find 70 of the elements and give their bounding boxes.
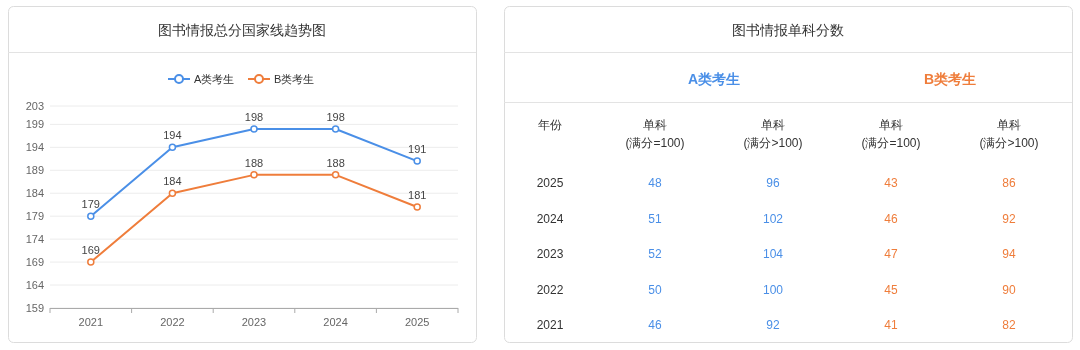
data-label: 92	[1002, 211, 1016, 226]
y-tick-label: 169	[25, 256, 44, 269]
data-label: 188	[244, 156, 264, 169]
point	[331, 125, 340, 133]
y-tick-label: 203	[25, 100, 44, 112]
data-label: 92	[766, 318, 780, 332]
point	[250, 171, 258, 179]
data-label: 46	[648, 318, 662, 332]
legend-label: B类考生	[274, 73, 315, 85]
x-tick-label: 2022	[160, 316, 185, 328]
x-tick-label: 单科 (满分>100)	[743, 118, 803, 150]
chart-title: 图书情报总分国家线趋势图	[158, 22, 326, 38]
y-tick-label: 2022	[536, 282, 564, 297]
x-tick-label: 单科 (满分>100)	[979, 118, 1039, 150]
y-tick-label: 2023	[536, 247, 564, 261]
point	[331, 171, 340, 179]
y-tick-label: 174	[25, 233, 44, 246]
point	[413, 203, 421, 211]
chart-title: 图书情报单科分数	[732, 22, 844, 38]
y-tick-label: 164	[25, 279, 44, 292]
x-tick-label: 2023	[241, 316, 267, 328]
data-label: 194	[163, 129, 182, 142]
data-label: 50	[648, 282, 662, 297]
data-label: 181	[408, 189, 427, 201]
data-label: 188	[326, 156, 345, 169]
y-tick-label: 194	[25, 141, 44, 154]
y-tick-label: 184	[25, 187, 44, 200]
data-label: 45	[884, 282, 898, 297]
data-label: 43	[884, 176, 898, 190]
point	[413, 157, 421, 165]
point	[168, 143, 177, 152]
data-label: 104	[762, 247, 784, 261]
data-label: 169	[81, 244, 100, 257]
data-label: 191	[408, 143, 427, 156]
data-label: 90	[1002, 282, 1016, 297]
data-label: 198	[326, 110, 345, 123]
data-label: 179	[81, 198, 100, 211]
data-label: 48	[648, 176, 662, 190]
y-tick-label: 189	[25, 164, 44, 177]
text: B类考生	[923, 71, 977, 87]
point	[250, 125, 258, 133]
x-tick-label: 2021	[78, 316, 104, 328]
data-label: 52	[648, 247, 662, 261]
y-tick-label: 159	[25, 302, 44, 314]
data-label: 82	[1002, 318, 1016, 332]
data-label: 96	[766, 176, 780, 190]
data-label: 198	[244, 110, 264, 123]
y-tick-label: 199	[25, 118, 44, 131]
x-tick-label: 单科 (满分=100)	[625, 118, 685, 150]
y-tick-label: 2025	[536, 176, 564, 190]
x-tick-label: 单科 (满分=100)	[861, 118, 921, 150]
point	[168, 189, 177, 197]
data-label: 41	[884, 318, 898, 332]
legend-label: A类考生	[194, 73, 235, 85]
data-label: 47	[884, 247, 898, 261]
point	[87, 212, 95, 220]
data-label: 51	[648, 211, 662, 226]
data-label: 86	[1002, 176, 1016, 190]
x-tick-label: 2024	[323, 316, 348, 328]
y-axis-title: 年份	[538, 118, 562, 132]
y-tick-label: 2024	[536, 211, 564, 226]
x-tick-label: 2025	[404, 316, 430, 328]
point	[87, 258, 95, 266]
data-label: 100	[762, 282, 784, 297]
data-label: 46	[884, 211, 898, 226]
text: A类考生	[687, 71, 741, 87]
data-label: 94	[1002, 247, 1016, 261]
data-label: 184	[163, 175, 182, 188]
data-label: 102	[762, 211, 784, 226]
y-tick-label: 179	[25, 210, 44, 223]
